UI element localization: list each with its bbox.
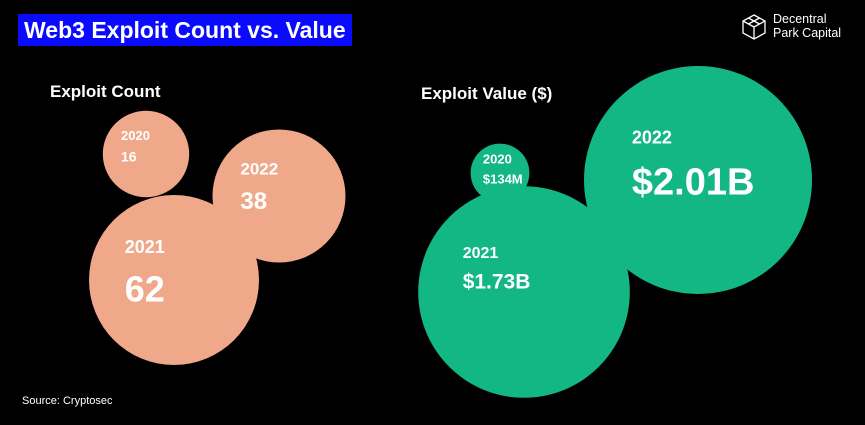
title-banner: Web3 Exploit Count vs. Value — [18, 14, 352, 46]
count-value-label-2020: 16 — [121, 149, 137, 165]
count-bubble-2021 — [89, 195, 259, 365]
value-year-label-2021: 2021 — [463, 245, 499, 262]
source-note: Source: Cryptosec — [22, 395, 113, 407]
count-year-label-2022: 2022 — [240, 160, 278, 179]
value-chart-title: Exploit Value ($) — [421, 84, 553, 103]
brand-logo: Decentral Park Capital — [741, 12, 841, 40]
value-value-label-2022: $2.01B — [632, 161, 755, 203]
count-bubble-2020 — [102, 110, 190, 198]
count-bubble-2022 — [212, 129, 346, 263]
value-value-label-2021: $1.73B — [463, 271, 531, 294]
value-value-label-2020: $134M — [483, 172, 523, 187]
value-year-label-2022: 2022 — [632, 128, 672, 148]
count-chart-title: Exploit Count — [50, 82, 161, 101]
count-year-label-2021: 2021 — [125, 237, 165, 257]
cube-logo-icon — [742, 14, 766, 40]
count-value-label-2021: 62 — [125, 268, 165, 309]
count-value-label-2022: 38 — [240, 188, 267, 215]
chart-title: Web3 Exploit Count vs. Value — [24, 16, 346, 43]
value-bubble-2022 — [584, 66, 812, 294]
brand-name-line2: Park Capital — [773, 26, 842, 40]
count-year-label-2020: 2020 — [121, 128, 150, 143]
value-bubble-2021 — [418, 186, 630, 398]
brand-name-line1: Decentral — [773, 12, 827, 26]
value-year-label-2020: 2020 — [483, 152, 512, 167]
